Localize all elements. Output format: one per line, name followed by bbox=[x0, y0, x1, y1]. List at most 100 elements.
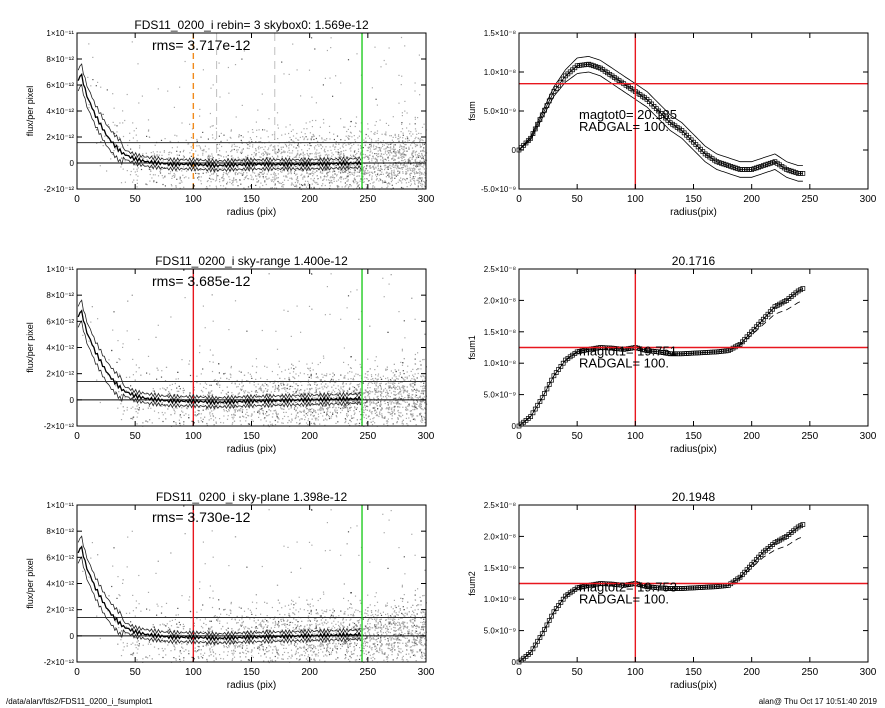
fsum-point bbox=[539, 395, 545, 401]
x-tick-label: 0 bbox=[516, 431, 522, 442]
fsum-point bbox=[546, 382, 552, 387]
y-tick-label: 5.0×10⁻⁹ bbox=[484, 107, 516, 116]
fsum-line bbox=[518, 524, 804, 663]
profile-lower bbox=[77, 556, 362, 646]
panel-right-3: 0 50 100 150 200 250 300 0 5.0×10⁻⁹ 1.0×10⁻⁸ 1.5×1… bbox=[467, 490, 877, 691]
y-tick-label: -5.0×10⁻⁹ bbox=[481, 185, 516, 194]
x-tick-label: 250 bbox=[801, 667, 818, 678]
y-tick-label: 6×10⁻¹² bbox=[46, 81, 74, 90]
pixel-cloud bbox=[79, 269, 428, 428]
y-tick-label: 8×10⁻¹² bbox=[46, 291, 74, 300]
x-tick-label: 200 bbox=[301, 194, 318, 205]
fsum-point bbox=[539, 631, 545, 637]
footer-timestamp: alan@ Thu Oct 17 10:51:40 2019 bbox=[758, 697, 877, 706]
fsum-point bbox=[544, 386, 550, 392]
x-tick-label: 150 bbox=[685, 667, 702, 678]
panel-right-1: 0 50 100 150 200 250 300-5.0×10⁻⁹05.0×10⁻⁹1.0×… bbox=[467, 29, 877, 218]
x-axis-label: radius(pix) bbox=[670, 207, 717, 218]
fsum-point bbox=[542, 626, 547, 632]
chart-title: FDS11_0200_i rebin= 3 skybox0: 1.569e-12 bbox=[134, 18, 369, 32]
fsum-markers bbox=[516, 61, 806, 176]
x-tick-label: 0 bbox=[74, 667, 80, 678]
x-tick-label: 300 bbox=[418, 431, 435, 442]
x-tick-label: 250 bbox=[801, 431, 818, 442]
pixel-cloud bbox=[79, 505, 428, 664]
x-tick-label: 200 bbox=[743, 667, 760, 678]
y-tick-label: 8×10⁻¹² bbox=[46, 527, 74, 536]
y-axis-label: fsum2 bbox=[467, 571, 477, 596]
y-tick-label: 1.5×10⁻⁸ bbox=[484, 564, 516, 573]
y-tick-label: 1.5×10⁻⁸ bbox=[484, 328, 516, 337]
fsum-point bbox=[539, 112, 545, 118]
fsum-point bbox=[549, 613, 554, 619]
y-tick-label: 2.0×10⁻⁸ bbox=[484, 296, 516, 305]
x-axis-label: radius(pix) bbox=[670, 680, 717, 691]
y-axis-label: flux/per pixel bbox=[25, 322, 35, 373]
x-tick-label: 0 bbox=[516, 667, 522, 678]
y-tick-label: 4×10⁻¹² bbox=[46, 580, 74, 589]
y-tick-label: 8×10⁻¹² bbox=[46, 55, 74, 64]
profile-upper bbox=[77, 63, 362, 164]
y-tick-label: -2×10⁻¹² bbox=[44, 422, 75, 431]
panel-left-1: 0 50 100 150 200 250 300-2×10⁻¹²02×10⁻¹²4×10⁻¹… bbox=[25, 18, 435, 218]
x-tick-label: 100 bbox=[185, 194, 202, 205]
y-tick-label: 2.0×10⁻⁸ bbox=[484, 532, 516, 541]
pixel-cloud bbox=[79, 36, 428, 190]
x-axis-label: radius(pix) bbox=[670, 444, 717, 455]
fsum-point bbox=[537, 117, 543, 122]
fsum-point bbox=[544, 103, 550, 108]
y-tick-label: 6×10⁻¹² bbox=[46, 317, 74, 326]
y-tick-label: 1.0×10⁻⁸ bbox=[484, 595, 516, 604]
y-tick-label: 2×10⁻¹² bbox=[46, 606, 74, 615]
magtot-annotation: magtot2= 19.753 bbox=[579, 579, 677, 594]
x-tick-label: 250 bbox=[359, 194, 376, 205]
profile-line bbox=[77, 545, 362, 642]
x-tick-label: 150 bbox=[685, 194, 702, 205]
chart-title: 20.1948 bbox=[672, 490, 716, 504]
x-tick-label: 300 bbox=[860, 194, 877, 205]
profile-line bbox=[77, 309, 362, 406]
fsum-point bbox=[800, 522, 806, 527]
rms-annotation: rms= 3.685e-12 bbox=[152, 273, 251, 289]
x-tick-label: 100 bbox=[185, 431, 202, 442]
fsum-point bbox=[546, 98, 552, 104]
fsum-upper bbox=[518, 55, 803, 166]
fsum-line bbox=[518, 288, 804, 427]
y-tick-label: 1×10⁻¹¹ bbox=[46, 29, 74, 38]
magtot-annotation: RADGAL= 100. bbox=[579, 355, 669, 370]
x-tick-label: 200 bbox=[301, 431, 318, 442]
y-tick-label: 1.0×10⁻⁸ bbox=[484, 68, 516, 77]
fsum-point bbox=[546, 618, 552, 623]
x-tick-label: 50 bbox=[130, 431, 142, 442]
fsum-point bbox=[549, 93, 554, 99]
x-tick-label: 250 bbox=[801, 194, 818, 205]
magtot-annotation: magtot1= 19.751 bbox=[579, 343, 677, 358]
x-tick-label: 300 bbox=[418, 667, 435, 678]
y-tick-label: 0 bbox=[512, 422, 517, 431]
profile-lower bbox=[77, 83, 362, 173]
fsum-point bbox=[549, 377, 554, 383]
fsum-point bbox=[542, 390, 547, 396]
y-tick-label: 4×10⁻¹² bbox=[46, 107, 74, 116]
footer-path: /data/alan/fds2/FDS11_0200_i_fsumplot1 bbox=[6, 697, 153, 706]
x-tick-label: 150 bbox=[243, 194, 260, 205]
y-tick-label: 1.0×10⁻⁸ bbox=[484, 359, 516, 368]
x-tick-label: 150 bbox=[243, 431, 260, 442]
x-tick-label: 0 bbox=[516, 194, 522, 205]
rms-annotation: rms= 3.717e-12 bbox=[152, 37, 251, 53]
y-tick-label: 5.0×10⁻⁹ bbox=[484, 627, 516, 636]
x-tick-label: 300 bbox=[418, 194, 435, 205]
magtot-annotation: magtot0= 20.185 bbox=[579, 107, 677, 122]
fsum-point bbox=[528, 135, 533, 141]
y-axis-label: flux/per pixel bbox=[25, 558, 35, 609]
profile-upper bbox=[77, 299, 362, 401]
fsum-point bbox=[544, 622, 550, 628]
plot-frame bbox=[76, 32, 427, 190]
fsum-lower bbox=[518, 71, 803, 182]
fsum-line bbox=[518, 63, 803, 174]
fsum-point bbox=[800, 286, 806, 291]
y-tick-label: -2×10⁻¹² bbox=[44, 185, 75, 194]
x-tick-label: 100 bbox=[627, 431, 644, 442]
y-tick-label: 6×10⁻¹² bbox=[46, 553, 74, 562]
